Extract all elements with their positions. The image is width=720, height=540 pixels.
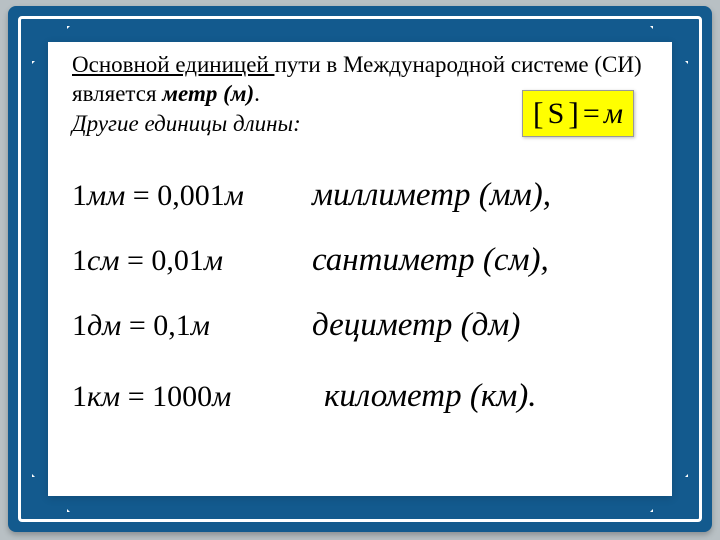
eq-sign: = bbox=[120, 380, 152, 413]
eq-lhs-num: 1 bbox=[72, 179, 87, 212]
unit-row-dm: 1дм = 0,1м дециметр (дм) bbox=[72, 307, 646, 344]
unit-name-dm: дециметр (дм) bbox=[312, 307, 520, 344]
unit-row-km: 1км = 1000м километр (км). bbox=[72, 378, 646, 415]
unit-row-cm: 1см = 0,01м сантиметр (см), bbox=[72, 242, 646, 279]
formula-lbracket: [ bbox=[533, 95, 544, 132]
unit-name-km: километр (км). bbox=[324, 378, 537, 415]
eq-rhs-unit: м bbox=[212, 380, 231, 413]
eq-sign: = bbox=[121, 309, 153, 342]
equation-dm: 1дм = 0,1м bbox=[72, 309, 312, 343]
content: Основной единицей пути в Международной с… bbox=[48, 42, 672, 496]
eq-lhs-unit: см bbox=[87, 244, 119, 277]
unit-rows: 1мм = 0,001м миллиметр (мм), 1см = 0,01м… bbox=[72, 177, 646, 415]
intro-dot: . bbox=[254, 81, 260, 106]
eq-rhs-unit: м bbox=[204, 244, 223, 277]
equation-km: 1км = 1000м bbox=[72, 380, 312, 414]
eq-sign: = bbox=[119, 244, 151, 277]
content-card: Основной единицей пути в Международной с… bbox=[48, 42, 672, 496]
eq-rhs-unit: м bbox=[191, 309, 210, 342]
unit-name-mm: миллиметр (мм), bbox=[312, 177, 551, 214]
eq-lhs-num: 1 bbox=[72, 309, 87, 342]
formula-rbracket: ] bbox=[568, 95, 579, 132]
slide-frame: Основной единицей пути в Международной с… bbox=[8, 6, 712, 532]
eq-rhs-num: 0,001 bbox=[157, 179, 225, 212]
eq-lhs-num: 1 bbox=[72, 380, 87, 413]
unit-name-cm: сантиметр (см), bbox=[312, 242, 549, 279]
intro-main-unit: Основной единицей bbox=[72, 52, 274, 77]
formula-box: [S] = м bbox=[522, 90, 634, 137]
eq-rhs-num: 0,1 bbox=[153, 309, 191, 342]
unit-row-mm: 1мм = 0,001м миллиметр (мм), bbox=[72, 177, 646, 214]
equation-cm: 1см = 0,01м bbox=[72, 244, 312, 278]
equation-mm: 1мм = 0,001м bbox=[72, 179, 312, 213]
eq-rhs-unit: м bbox=[225, 179, 244, 212]
formula-m: м bbox=[604, 97, 623, 131]
formula-s: S bbox=[548, 97, 565, 131]
eq-lhs-num: 1 bbox=[72, 244, 87, 277]
eq-sign: = bbox=[125, 179, 157, 212]
intro-metr: метр (м) bbox=[162, 81, 254, 106]
formula-eq: = bbox=[583, 97, 600, 131]
eq-rhs-num: 1000 bbox=[152, 380, 212, 413]
eq-lhs-unit: мм bbox=[87, 179, 125, 212]
eq-lhs-unit: км bbox=[87, 380, 120, 413]
eq-lhs-unit: дм bbox=[87, 309, 121, 342]
eq-rhs-num: 0,01 bbox=[151, 244, 204, 277]
